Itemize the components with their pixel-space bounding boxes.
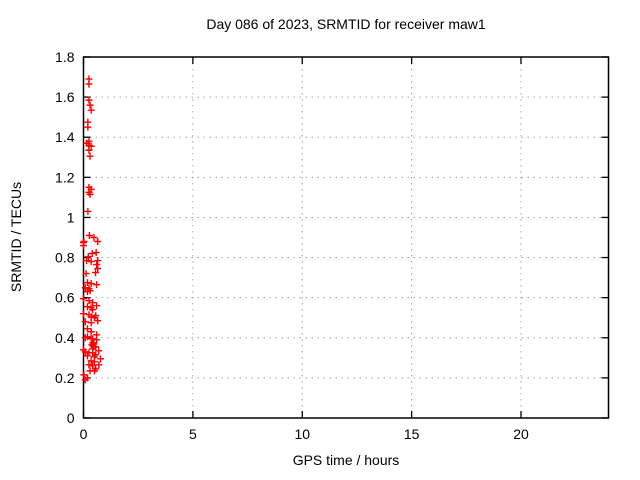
data-point-plus xyxy=(83,325,91,333)
x-tick-label: 10 xyxy=(294,426,310,442)
data-point-plus xyxy=(92,269,100,277)
data-point-plus xyxy=(80,310,87,318)
data-point-plus xyxy=(93,261,101,269)
data-point-plus xyxy=(94,265,102,273)
data-point-plus xyxy=(89,299,97,307)
data-point-plus xyxy=(87,280,95,288)
data-point-plus xyxy=(85,297,93,305)
data-point-plus xyxy=(93,281,101,289)
data-point-plus xyxy=(87,357,95,365)
data-point-plus xyxy=(83,288,91,296)
data-point-plus xyxy=(81,334,89,342)
y-tick-label: 0 xyxy=(67,410,75,426)
data-point-plus xyxy=(85,80,93,88)
data-point-plus xyxy=(83,303,91,311)
y-tick-label: 0.2 xyxy=(55,370,75,386)
x-axis-label: GPS time / hours xyxy=(292,452,400,468)
data-point-plus xyxy=(87,328,95,336)
data-point-plus xyxy=(90,234,98,241)
chart-title: Day 086 of 2023, SRMTID for receiver maw… xyxy=(206,16,486,32)
data-point-plus xyxy=(83,352,91,360)
data-point-plus xyxy=(84,207,92,215)
data-point-plus xyxy=(87,313,95,321)
data-point-plus xyxy=(94,257,102,265)
plot-border xyxy=(82,56,610,419)
y-tick-label: 0.6 xyxy=(55,290,75,306)
x-tick-label: 15 xyxy=(404,426,420,442)
data-point-plus xyxy=(86,190,94,198)
data-point-plus xyxy=(81,318,89,326)
data-point-plus xyxy=(82,270,90,278)
data-point-plus xyxy=(95,361,103,369)
data-point-plus xyxy=(83,279,91,287)
data-point-plus xyxy=(94,238,102,246)
data-point-plus xyxy=(80,242,87,250)
data-point-plus xyxy=(87,142,95,150)
data-point-plus xyxy=(80,295,87,303)
data-point-plus xyxy=(88,250,96,258)
data-point-plus xyxy=(93,336,101,344)
data-point-plus xyxy=(85,96,93,104)
data-point-plus xyxy=(93,302,101,310)
data-point-plus xyxy=(86,101,94,109)
x-tick-label: 0 xyxy=(80,426,88,442)
data-point-plus xyxy=(89,306,97,314)
data-point-plus xyxy=(90,367,98,375)
data-point-plus xyxy=(83,257,91,265)
data-point-plus xyxy=(86,152,94,160)
y-tick-label: 1.8 xyxy=(55,49,75,65)
y-tick-label: 0.8 xyxy=(55,250,75,266)
data-point-plus xyxy=(84,123,92,131)
data-point-plus xyxy=(94,317,102,325)
data-point-plus xyxy=(85,361,93,369)
data-point-plus xyxy=(92,249,100,257)
y-tick-label: 1.2 xyxy=(55,169,75,185)
y-tick-label: 1 xyxy=(67,209,75,225)
y-tick-label: 1.4 xyxy=(55,129,75,145)
x-tick-label: 20 xyxy=(513,426,529,442)
x-tick-label: 5 xyxy=(189,426,197,442)
data-point-plus xyxy=(81,376,89,384)
data-point-plus xyxy=(97,355,105,363)
y-tick-label: 0.4 xyxy=(55,330,75,346)
data-point-plus xyxy=(87,258,95,266)
data-point-plus xyxy=(87,106,95,114)
data-point-plus xyxy=(85,146,93,154)
data-point-plus xyxy=(85,231,93,239)
data-point-plus xyxy=(90,358,98,366)
data-point-plus xyxy=(87,319,95,327)
data-point-plus xyxy=(81,284,89,292)
data-point-plus xyxy=(81,348,89,356)
data-point-plus xyxy=(95,347,103,355)
y-tick-label: 1.6 xyxy=(55,89,75,105)
data-point-plus xyxy=(84,253,92,261)
